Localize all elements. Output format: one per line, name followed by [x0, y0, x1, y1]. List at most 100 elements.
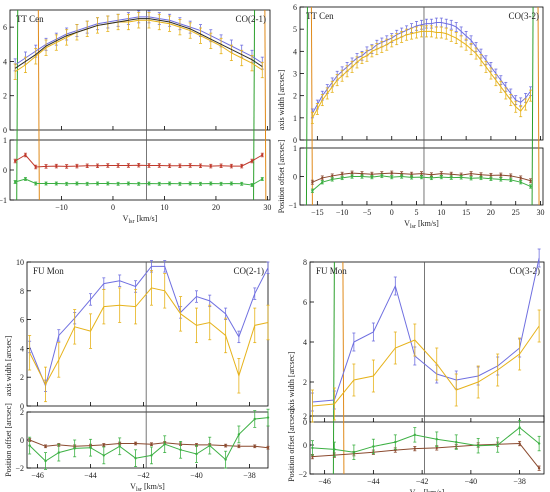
x-tick-label: −38 — [243, 471, 256, 480]
point-green — [219, 182, 223, 185]
point-green — [96, 182, 99, 185]
point-red — [65, 165, 68, 168]
axes-frame-top — [309, 261, 545, 423]
point-green — [390, 175, 393, 179]
x-tick-label: −10 — [336, 208, 349, 217]
y-tick-label: 0 — [303, 441, 307, 450]
y-tick-label: 1 — [293, 144, 297, 153]
series-top-yellow-line — [311, 30, 532, 119]
point-green — [253, 417, 256, 421]
x-tick-label: −46 — [31, 471, 44, 480]
y-tick-label: 5 — [293, 25, 297, 34]
point-green — [150, 454, 153, 457]
point-green — [168, 182, 171, 185]
x-tick-label: −42 — [416, 477, 429, 486]
edge-line — [305, 6, 308, 206]
point-red — [261, 153, 264, 157]
point-brown — [420, 172, 423, 175]
x-tick-label: 10 — [437, 208, 445, 217]
y-tick-label: 4 — [3, 57, 7, 66]
point-green — [118, 445, 121, 448]
point-red — [188, 164, 192, 167]
x-tick-label: 0 — [111, 203, 115, 212]
point-brown — [102, 443, 106, 447]
y-tick-label: 1 — [3, 136, 7, 145]
point-red — [250, 159, 254, 163]
point-green — [340, 176, 344, 180]
point-green — [55, 182, 58, 185]
y-tick-label: 2 — [303, 378, 307, 387]
point-brown — [134, 442, 137, 445]
edge-line — [342, 261, 345, 475]
source-name: TT Cen — [306, 11, 334, 21]
axes-frame-top — [26, 261, 269, 407]
point-green — [102, 454, 106, 457]
point-green — [420, 175, 423, 179]
point-green — [499, 178, 503, 181]
y-tick-label: 4 — [293, 47, 297, 56]
point-green — [208, 444, 211, 447]
point-brown — [489, 174, 493, 177]
point-brown — [537, 467, 541, 470]
point-green — [435, 438, 438, 441]
point-green — [65, 182, 68, 185]
y-tick-label: 2 — [20, 408, 24, 417]
point-red — [127, 164, 130, 167]
point-green — [24, 177, 27, 181]
point-brown — [410, 173, 413, 176]
x-axis-label: Vlsr [km/s] — [410, 488, 445, 492]
y-tick-label: 6 — [303, 298, 307, 307]
y-tick-label: 3 — [293, 70, 297, 79]
point-green — [476, 444, 480, 447]
source-name: TT Cen — [16, 14, 44, 24]
y-tick-label: 0 — [20, 402, 24, 411]
point-green — [311, 189, 314, 192]
point-green — [509, 178, 512, 182]
source-name: FU Mon — [33, 266, 64, 276]
y-tick-label: 6 — [293, 3, 297, 12]
point-green — [86, 182, 89, 185]
point-red — [240, 164, 243, 168]
point-red — [34, 165, 37, 169]
y-tick-label: 10 — [16, 258, 24, 267]
point-green — [137, 182, 140, 185]
x-tick-label: 30 — [537, 208, 545, 217]
y-axis-label-bottom: Position offset [arcsec] — [277, 139, 286, 213]
point-green — [240, 182, 243, 185]
y-tick-label: 4 — [20, 344, 24, 353]
point-brown — [311, 455, 314, 458]
point-brown — [509, 174, 512, 178]
point-brown — [390, 171, 393, 175]
point-green — [352, 451, 356, 454]
point-red — [55, 164, 58, 168]
point-brown — [311, 181, 314, 184]
y-tick-label: 8 — [20, 287, 24, 296]
point-red — [24, 153, 27, 157]
point-red — [137, 164, 140, 167]
point-brown — [150, 443, 153, 446]
point-green — [116, 182, 120, 185]
point-brown — [518, 442, 521, 445]
point-brown — [237, 445, 241, 448]
x-tick-label: −38 — [513, 477, 526, 486]
point-red — [199, 164, 202, 167]
point-brown — [340, 173, 344, 176]
y-axis-label-top: axis width [arcsec] — [277, 69, 286, 130]
edge-line — [332, 261, 335, 475]
point-green — [333, 448, 336, 451]
point-green — [34, 182, 37, 185]
point-brown — [321, 176, 324, 180]
point-green — [158, 182, 161, 185]
y-axis-label-top: axis width [arcsec] — [4, 335, 13, 396]
point-green — [188, 182, 192, 185]
point-brown — [350, 171, 354, 175]
y-tick-label: −2 — [15, 464, 24, 473]
point-red — [158, 164, 161, 167]
point-green — [537, 442, 541, 445]
point-green — [479, 176, 483, 180]
y-tick-label: 2 — [303, 412, 307, 421]
y-tick-label: 0 — [3, 126, 7, 135]
source-name: FU Mon — [316, 266, 347, 276]
